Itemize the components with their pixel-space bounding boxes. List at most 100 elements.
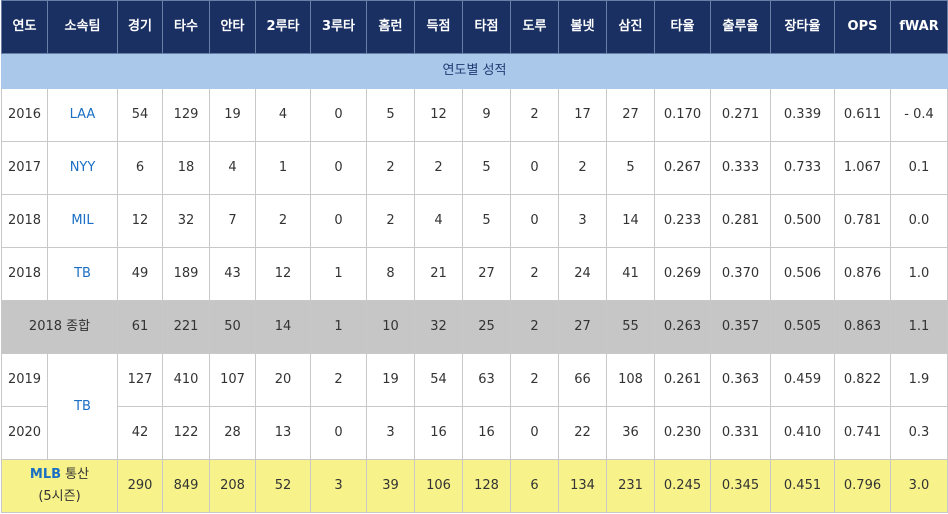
stat-cell-4: 50 <box>209 300 256 354</box>
stat-cell-17: 1.1 <box>890 300 948 354</box>
header-cell-5: 2루타 <box>255 0 311 54</box>
stat-cell-14: 0.370 <box>710 247 771 301</box>
stat-cell-7: 2 <box>366 141 415 195</box>
stat-cell-9: 25 <box>462 300 511 354</box>
stat-cell-15: 0.505 <box>770 300 835 354</box>
stat-cell-13: 0.233 <box>654 194 711 248</box>
stat-cell-16: 0.876 <box>834 247 891 301</box>
stat-cell-16: 0.611 <box>834 88 891 142</box>
stat-cell-6: 3 <box>310 459 367 513</box>
stat-cell-5: 12 <box>255 247 311 301</box>
stat-cell-11: 27 <box>558 300 607 354</box>
stat-cell-6: 1 <box>310 247 367 301</box>
stat-cell-7: 10 <box>366 300 415 354</box>
table-row: 2017 NYY 6 18 4 1 0 2 2 5 0 2 5 0.267 0.333 0.733 1.067 0… <box>1 141 948 195</box>
stat-cell-6: 0 <box>310 194 367 248</box>
stat-cell-16: 0.822 <box>834 353 891 407</box>
header-cell-12: 삼진 <box>606 0 655 54</box>
subtotal-row: 2018 종합 61 221 50 14 1 10 32 25 2 27 55 0.263 0.357 0.… <box>1 300 948 354</box>
stat-cell-7: 2 <box>366 194 415 248</box>
stat-cell-2: 12 <box>117 194 163 248</box>
stat-cell-11: 3 <box>558 194 607 248</box>
stat-cell-7: 5 <box>366 88 415 142</box>
stat-cell-4: 107 <box>209 353 256 407</box>
stat-cell-6: 0 <box>310 88 367 142</box>
stat-cell-16: 1.067 <box>834 141 891 195</box>
table-row: 2019 TB 127 410 107 20 2 19 54 63 2 66 108 0.261 0.363… <box>1 353 948 460</box>
stat-cell-15: 0.339 <box>770 88 835 142</box>
header-cell-15: 장타율 <box>770 0 835 54</box>
caption-row: 연도별 성적 <box>1 53 948 89</box>
stat-cell-9: 16 <box>462 406 511 460</box>
stat-cell-5: 52 <box>255 459 311 513</box>
stat-cell-14: 0.363 <box>710 353 771 407</box>
stat-cell-2: 290 <box>117 459 163 513</box>
header-row: 연도 소속팀 경기 타수 안타 2루타 3루타 홈런 득점 타점 도루 볼넷 삼진 타율 출루율 장타율 OPS… <box>1 0 948 54</box>
team-link[interactable]: MIL <box>47 194 118 248</box>
stat-cell-13: 0.170 <box>654 88 711 142</box>
stat-cell-10: 2 <box>510 353 559 407</box>
stat-cell-14: 0.357 <box>710 300 771 354</box>
stat-cell-3: 221 <box>162 300 210 354</box>
stat-cell-15: 0.410 <box>770 406 835 460</box>
header-cell-10: 도루 <box>510 0 559 54</box>
stat-cell-15: 0.506 <box>770 247 835 301</box>
stat-cell-17: 3.0 <box>890 459 948 513</box>
stat-cell-6: 0 <box>310 406 367 460</box>
stat-cell-3: 189 <box>162 247 210 301</box>
stat-cell-15: 0.500 <box>770 194 835 248</box>
team-link[interactable]: TB <box>47 247 118 301</box>
table-row: 2018 TB 49 189 43 12 1 8 21 27 2 24 41 0.269 0.370 0.50… <box>1 247 948 301</box>
year-cell: 2018 <box>1 247 48 301</box>
career-text: 통산 <box>61 467 90 482</box>
header-cell-7: 홈런 <box>366 0 415 54</box>
stat-cell-8: 16 <box>414 406 463 460</box>
team-link[interactable]: LAA <box>47 88 118 142</box>
stat-cell-9: 5 <box>462 194 511 248</box>
stat-cell-14: 0.331 <box>710 406 771 460</box>
stat-cell-5: 1 <box>255 141 311 195</box>
subtotal-label: 2018 종합 <box>1 300 118 354</box>
header-cell-11: 볼넷 <box>558 0 607 54</box>
header-cell-8: 득점 <box>414 0 463 54</box>
stat-cell-12: 5 <box>606 141 655 195</box>
stat-cell-14: 0.345 <box>710 459 771 513</box>
stat-cell-6: 0 <box>310 141 367 195</box>
stat-cell-17: 0.1 <box>890 141 948 195</box>
stat-cell-8: 32 <box>414 300 463 354</box>
stat-cell-2: 6 <box>117 141 163 195</box>
stat-cell-10: 2 <box>510 300 559 354</box>
stat-cell-2: 127 <box>117 353 163 407</box>
stat-cell-7: 19 <box>366 353 415 407</box>
team-link[interactable]: NYY <box>47 141 118 195</box>
stat-cell-13: 0.267 <box>654 141 711 195</box>
stat-cell-10: 2 <box>510 247 559 301</box>
stat-cell-12: 14 <box>606 194 655 248</box>
header-cell-1: 소속팀 <box>47 0 118 54</box>
stat-cell-10: 2 <box>510 88 559 142</box>
stat-cell-5: 20 <box>255 353 311 407</box>
stat-cell-4: 7 <box>209 194 256 248</box>
year-cell: 2018 <box>1 194 48 248</box>
stat-cell-13: 0.263 <box>654 300 711 354</box>
stat-cell-4: 43 <box>209 247 256 301</box>
stat-cell-13: 0.230 <box>654 406 711 460</box>
stat-cell-17: 1.0 <box>890 247 948 301</box>
stat-cell-15: 0.451 <box>770 459 835 513</box>
stat-cell-8: 2 <box>414 141 463 195</box>
stat-cell-17: 0.0 <box>890 194 948 248</box>
stat-cell-2: 49 <box>117 247 163 301</box>
team-link[interactable]: TB <box>47 353 118 460</box>
stat-cell-10: 0 <box>510 406 559 460</box>
stat-cell-9: 27 <box>462 247 511 301</box>
stat-cell-4: 19 <box>209 88 256 142</box>
stat-cell-13: 0.261 <box>654 353 711 407</box>
table-caption: 연도별 성적 <box>1 53 948 89</box>
stat-cell-4: 28 <box>209 406 256 460</box>
stat-cell-12: 55 <box>606 300 655 354</box>
stat-cell-11: 22 <box>558 406 607 460</box>
stat-cell-7: 3 <box>366 406 415 460</box>
table-row: 2020 42 122 28 13 0 3 16 16 0 22 36 0.230 0.331 0.410 0… <box>1 406 948 460</box>
stat-cell-5: 2 <box>255 194 311 248</box>
stat-cell-2: 54 <box>117 88 163 142</box>
